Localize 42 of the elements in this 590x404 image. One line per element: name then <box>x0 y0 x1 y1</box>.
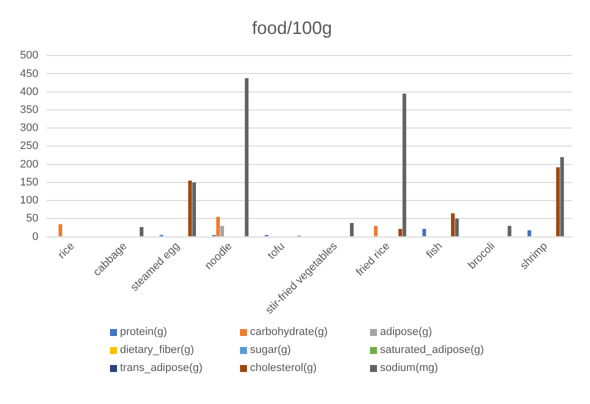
legend-label: trans_adipose(g) <box>120 362 203 374</box>
bar <box>508 226 512 236</box>
bar <box>560 157 564 236</box>
y-tick-label: 450 <box>20 68 38 80</box>
bar <box>402 94 406 236</box>
bar <box>556 167 560 236</box>
bar <box>140 227 144 236</box>
legend-label: dietary_fiber(g) <box>120 344 194 356</box>
legend-label: protein(g) <box>120 326 168 338</box>
y-tick-label: 400 <box>20 86 38 98</box>
bar <box>244 78 249 236</box>
x-tick-label: rice <box>56 240 77 262</box>
legend-label: cholesterol(g) <box>250 362 317 374</box>
legend-label: saturated_adipose(g) <box>380 344 484 356</box>
bar <box>58 224 62 236</box>
y-tick-label: 300 <box>20 122 38 134</box>
bar <box>350 223 354 236</box>
bar <box>188 180 192 236</box>
y-tick-label: 150 <box>20 176 38 188</box>
bar <box>374 226 378 236</box>
y-tick-label: 50 <box>26 212 38 225</box>
y-tick-label: 0 <box>32 230 38 243</box>
bar <box>220 226 224 236</box>
y-tick-label: 200 <box>20 158 38 170</box>
bar <box>451 213 455 236</box>
x-tick-label: tofu <box>266 240 288 262</box>
y-tick-label: 100 <box>20 194 38 207</box>
y-tick-label: 350 <box>20 104 38 116</box>
bar <box>422 228 426 236</box>
legend-label: sugar(g) <box>250 344 291 356</box>
bar <box>528 230 532 236</box>
y-tick-label: 250 <box>20 140 38 152</box>
bar <box>455 218 459 236</box>
bar <box>398 228 402 236</box>
legend-label: sodium(mg) <box>380 362 438 374</box>
chart-title: food/100g <box>252 18 332 38</box>
bar <box>216 216 220 236</box>
legend-label: adipose(g) <box>380 326 432 338</box>
legend-label: carbohydrate(g) <box>250 326 328 338</box>
y-tick-label: 500 <box>20 50 38 62</box>
bar <box>192 182 196 236</box>
x-tick-label: fish <box>424 240 445 261</box>
